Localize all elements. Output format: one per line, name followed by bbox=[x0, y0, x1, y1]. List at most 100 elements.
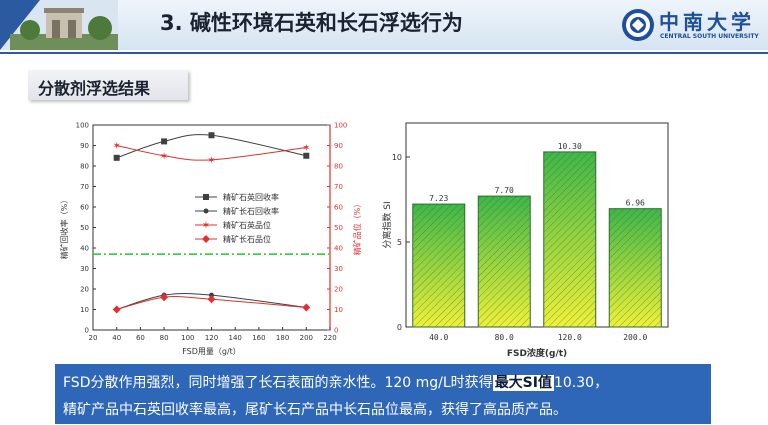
legend-label: 精矿石英回收率 bbox=[223, 192, 279, 202]
series-3: ✶ ✶ ✶ ✶ bbox=[113, 141, 311, 166]
plot-frame bbox=[405, 122, 669, 328]
bar-value-label: 10.30 bbox=[558, 142, 582, 151]
data-point: ✶ bbox=[160, 151, 168, 162]
data-point: ✶ bbox=[207, 155, 215, 166]
bar-value-label: 7.23 bbox=[429, 194, 448, 203]
left-y-tick-label: 0 bbox=[85, 327, 89, 335]
summary-text-a: FSD分散作用强烈，同时增强了长石表面的亲水性。120 mg/L时获得 bbox=[63, 375, 493, 391]
legend-marker: ✶ bbox=[202, 221, 210, 232]
series-line bbox=[116, 145, 307, 161]
data-point: ✶ bbox=[302, 143, 310, 154]
right-y-tick-label: 30 bbox=[334, 265, 343, 273]
right-y-tick-label: 0 bbox=[334, 327, 338, 335]
left-y-tick-label: 70 bbox=[80, 183, 89, 191]
legend-marker bbox=[202, 235, 210, 243]
left-y-tick-label: 10 bbox=[80, 306, 89, 314]
campus-gate-photo bbox=[0, 0, 118, 50]
university-logo: 中南大学 CENTRAL SOUTH UNIVERSITY bbox=[619, 4, 764, 46]
right-y-tick-label: 60 bbox=[334, 204, 343, 212]
x-axis-label: FSD用量（g/t） bbox=[182, 347, 241, 356]
header-divider bbox=[0, 52, 768, 54]
slide-title: 3. 碱性环境石英和长石浮选行为 bbox=[160, 11, 463, 35]
left-y-tick-label: 100 bbox=[76, 122, 89, 130]
right-y-tick-label: 90 bbox=[334, 142, 343, 150]
university-emblem-icon bbox=[622, 9, 654, 41]
summary-line-1: FSD分散作用强烈，同时增强了长石表面的亲水性。120 mg/L时获得 最大SI值… bbox=[63, 372, 608, 392]
x-tick-label: 80.0 bbox=[495, 333, 514, 342]
right-y-tick-label: 20 bbox=[334, 286, 343, 294]
y-tick-label: 0 bbox=[397, 323, 402, 332]
data-point bbox=[302, 303, 311, 312]
data-point bbox=[160, 293, 169, 302]
right-y-tick-label: 100 bbox=[334, 122, 347, 130]
y-tick-label: 10 bbox=[392, 153, 402, 162]
x-tick-label: 40 bbox=[112, 334, 121, 342]
y-tick-label: 5 bbox=[397, 238, 402, 247]
summary-line-2: 精矿产品中石英回收率最高，尾矿长石产品中长石品位最高，获得了高品质产品。 bbox=[63, 402, 567, 418]
summary-box: FSD分散作用强烈，同时增强了长石表面的亲水性。120 mg/L时获得 最大SI值… bbox=[55, 364, 711, 424]
summary-highlight: 最大SI值 bbox=[492, 375, 554, 391]
data-point bbox=[209, 292, 214, 298]
bar-value-label: 7.70 bbox=[495, 186, 514, 195]
legend-marker bbox=[203, 208, 209, 214]
right-y-axis-label: 精矿品位（%） bbox=[352, 200, 362, 256]
bar-hatch bbox=[412, 204, 465, 327]
x-tick-label: 100 bbox=[181, 334, 194, 342]
x-tick-label: 120.0 bbox=[558, 333, 582, 342]
x-tick-label: 20 bbox=[89, 334, 98, 342]
left-y-tick-label: 80 bbox=[80, 163, 89, 171]
logo-english-name: CENTRAL SOUTH UNIVERSITY bbox=[660, 33, 759, 40]
left-y-tick-label: 40 bbox=[80, 245, 89, 253]
left-y-tick-label: 50 bbox=[80, 224, 89, 232]
legend-label: 精矿长石回收率 bbox=[223, 206, 279, 216]
series-1 bbox=[113, 132, 310, 161]
right-y-tick-label: 10 bbox=[334, 306, 343, 314]
x-tick-label: 120 bbox=[205, 334, 218, 342]
right-y-tick-label: 50 bbox=[334, 224, 343, 232]
x-tick-label: 180 bbox=[276, 334, 289, 342]
section-title: 分散剂浮选结果 bbox=[38, 79, 151, 98]
x-tick-label: 200 bbox=[300, 334, 313, 342]
series-4 bbox=[112, 293, 311, 314]
x-axis-label: FSD浓度(g/t) bbox=[507, 347, 567, 359]
left-y-tick-label: 60 bbox=[80, 204, 89, 212]
series-line bbox=[116, 292, 307, 310]
left-y-tick-label: 30 bbox=[80, 265, 89, 273]
bar-hatch bbox=[478, 196, 531, 327]
data-point bbox=[113, 154, 120, 161]
slide-header: 3. 碱性环境石英和长石浮选行为 中南大学 CENTRAL SOUTH UNIV… bbox=[0, 0, 768, 50]
data-point bbox=[112, 305, 121, 314]
bar-value-label: 6.96 bbox=[626, 199, 645, 208]
series-line bbox=[116, 296, 307, 310]
x-tick-label: 160 bbox=[252, 334, 265, 342]
right-y-tick-label: 70 bbox=[334, 183, 343, 191]
bar-chart: 0 5 10 分离指数 SI 7.23 40.0 7.70 80.0 10.30 120.0 6.9… bbox=[381, 122, 669, 359]
right-y-tick-label: 40 bbox=[334, 245, 343, 253]
data-point bbox=[161, 138, 168, 145]
x-tick-label: 80 bbox=[160, 334, 169, 342]
x-tick-label: 200.0 bbox=[623, 333, 647, 342]
legend-marker bbox=[203, 194, 209, 200]
data-point bbox=[208, 132, 215, 139]
data-point bbox=[207, 295, 216, 304]
x-tick-label: 140 bbox=[229, 334, 242, 342]
bar-hatch bbox=[543, 151, 596, 327]
summary-text-b: 10.30， bbox=[553, 375, 609, 391]
y-axis-label: 分离指数 SI bbox=[381, 201, 393, 248]
legend-label: 精矿石英品位 bbox=[223, 220, 271, 230]
legend-label: 精矿长石品位 bbox=[223, 234, 271, 244]
x-tick-label: 40.0 bbox=[429, 333, 448, 342]
x-tick-label: 60 bbox=[136, 334, 145, 342]
logo-chinese-name: 中南大学 bbox=[659, 10, 755, 34]
bar-hatch bbox=[609, 208, 662, 327]
x-tick-label: 220 bbox=[323, 334, 336, 342]
section-title-box: 分散剂浮选结果 bbox=[28, 70, 188, 100]
series-line bbox=[116, 134, 307, 159]
data-point bbox=[303, 152, 310, 159]
left-y-tick-label: 90 bbox=[80, 142, 89, 150]
right-y-tick-label: 80 bbox=[334, 163, 343, 171]
left-y-axis-label: 精矿回收率（%） bbox=[59, 196, 69, 260]
line-chart: 0 0 10 10 20 20 30 30 40 40 50 50 60 60 70 70 80 80 90 90 10… bbox=[59, 122, 362, 357]
left-y-tick-label: 20 bbox=[80, 286, 89, 294]
data-point: ✶ bbox=[113, 141, 121, 152]
